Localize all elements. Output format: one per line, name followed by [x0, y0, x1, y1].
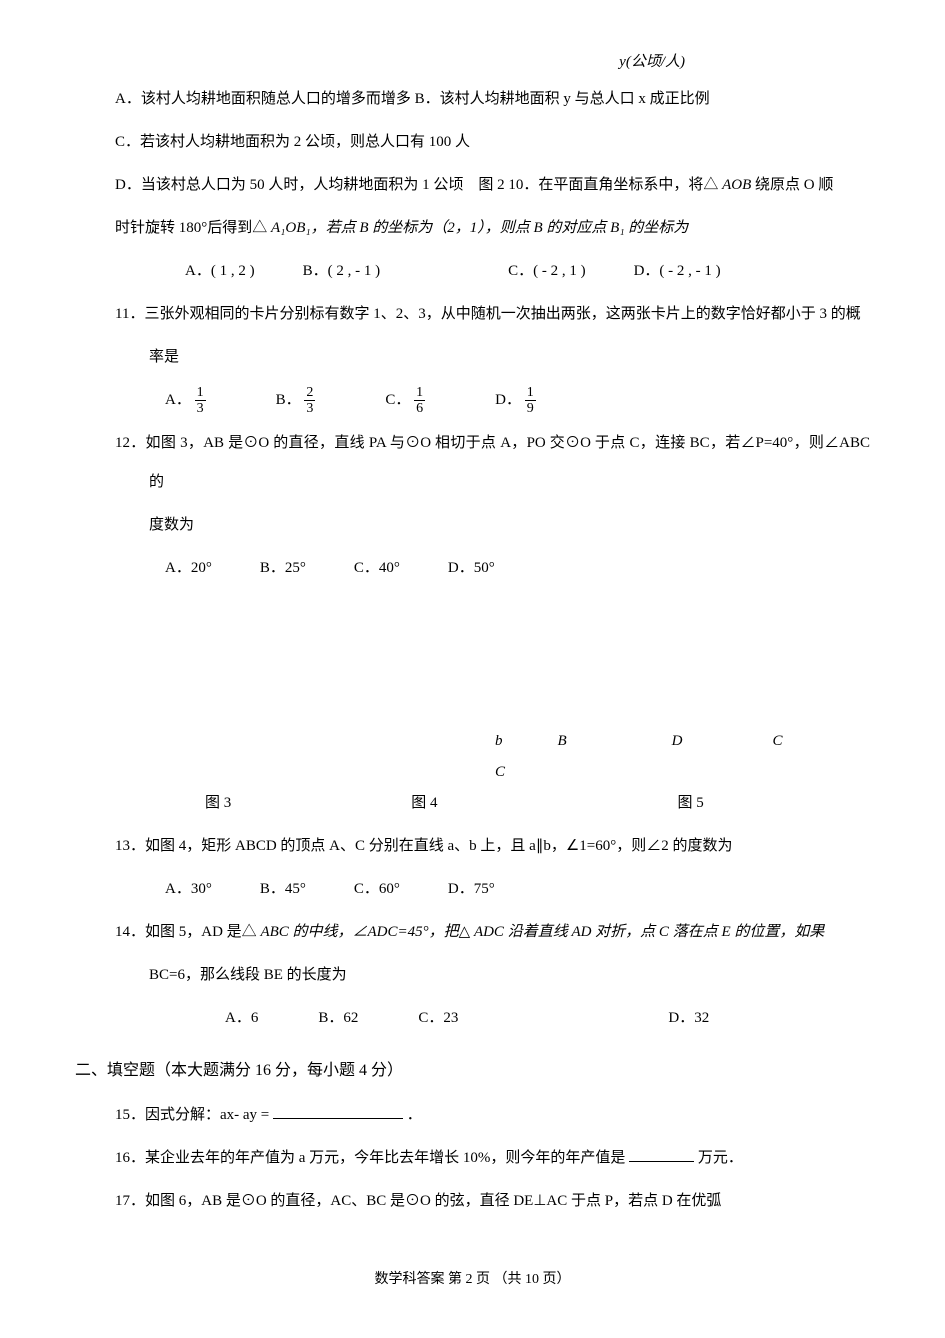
- q14-opt-d: D．32: [668, 999, 709, 1038]
- q12-opt-d: D．50°: [448, 549, 495, 588]
- q10-options: A．( 1 , 2 ) B．( 2 , - 1 ) C．( - 2 , 1 ) …: [75, 252, 870, 291]
- fraction-icon: 16: [414, 385, 425, 417]
- q13-text: 13．如图 4，矩形 ABCD 的顶点 A、C 分别在直线 a、b 上，且 a∥…: [75, 827, 870, 866]
- q11-opt-d: D． 19: [495, 381, 536, 420]
- q9-d-post: 绕原点 O 顺: [755, 177, 833, 193]
- q16-post: 万元．: [698, 1150, 743, 1166]
- q17: 17．如图 6，AB 是⊙O 的直径，AC、BC 是⊙O 的弦，直径 DE⊥AC…: [75, 1182, 870, 1221]
- q11-ld: D．: [495, 392, 521, 408]
- q15-post: ．: [407, 1107, 422, 1123]
- figure-point-labels: b B D C: [75, 722, 870, 761]
- q9-opt-c: C．若该村人均耕地面积为 2 公顷，则总人口有 100 人: [75, 123, 870, 162]
- q11-text: 11．三张外观相同的卡片分别标有数字 1、2、3，从中随机一次抽出两张，这两张卡…: [75, 295, 870, 334]
- q11-la: A．: [165, 392, 191, 408]
- q9-opt-ab: A．该村人均耕地面积随总人口的增多而增多 B．该村人均耕地面积 y 与总人口 x…: [75, 80, 870, 119]
- fig4-label: 图 4: [411, 784, 437, 823]
- q10-opt-c: C．( - 2 , 1 ): [508, 252, 586, 291]
- axis-label: y(公顷/人): [619, 50, 685, 71]
- q16: 16．某企业去年的年产值为 a 万元，今年比去年增长 10%，则今年的年产值是 …: [75, 1139, 870, 1178]
- fig-label-D: D: [672, 722, 683, 761]
- q14-opt-c: C．23: [418, 999, 458, 1038]
- figure-names: 图 3 图 4 图 5: [75, 784, 870, 823]
- q11-opt-a: A． 13: [165, 381, 206, 420]
- q11-text2: 率是: [75, 338, 870, 377]
- q13-opt-b: B．45°: [260, 870, 306, 909]
- q9-d-aob: AOB: [718, 177, 755, 193]
- q9-d-pre: D．当该村总人口为 50 人时，人均耕地面积为 1 公顷 图 2 10．在平面直…: [115, 177, 703, 193]
- q15: 15．因式分解：ax- ay = ．: [75, 1096, 870, 1135]
- q10-opt-d: D．( - 2 , - 1 ): [634, 252, 721, 291]
- q14-opt-a: A．6: [225, 999, 258, 1038]
- q16-pre: 16．某企业去年的年产值为 a 万元，今年比去年增长 10%，则今年的年产值是: [115, 1150, 625, 1166]
- fig-label-C: C: [773, 722, 783, 761]
- q11-lc: C．: [385, 392, 410, 408]
- q14-mid1: ABC 的中线，∠ADC=45°，把: [257, 924, 459, 940]
- q11-opt-b: B． 23: [276, 381, 316, 420]
- q12-opt-c: C．40°: [354, 549, 400, 588]
- q15-pre: 15．因式分解：ax- ay =: [115, 1107, 269, 1123]
- q13-opt-a: A．30°: [165, 870, 212, 909]
- fig3-label: 图 3: [205, 784, 231, 823]
- fig5-label: 图 5: [678, 784, 704, 823]
- q10-opt-b: B．( 2 , - 1 ): [303, 252, 381, 291]
- q9-opt-d: D．当该村总人口为 50 人时，人均耕地面积为 1 公顷 图 2 10．在平面直…: [75, 166, 870, 205]
- q12-opt-b: B．25°: [260, 549, 306, 588]
- fig-label-b: b: [495, 722, 503, 761]
- q12-options: A．20° B．25° C．40° D．50°: [75, 549, 870, 588]
- q14-pre: 14．如图 5，AD 是: [115, 924, 242, 940]
- fraction-icon: 13: [195, 385, 206, 417]
- q12-text: 12．如图 3，AB 是⊙O 的直径，直线 PA 与⊙O 相切于点 A，PO 交…: [75, 424, 870, 502]
- q13-opt-d: D．75°: [448, 870, 495, 909]
- q9-opt-a: A．该村人均耕地面积随总人口的增多而增多: [115, 91, 411, 107]
- figure-label-c2: C: [75, 765, 870, 780]
- q14-options: A．6 B．62 C．23 D．32: [75, 999, 870, 1038]
- fig-label-B: B: [558, 722, 567, 761]
- triangle-icon: △: [242, 924, 257, 940]
- q14-mid2: ADC 沿着直线 AD 对折，点 C 落在点 E 的位置，如果: [470, 924, 824, 940]
- q11-options: A． 13 B． 23 C． 16 D． 19: [75, 381, 870, 420]
- q14-text2: BC=6，那么线段 BE 的长度为: [75, 956, 870, 995]
- page-content: A．该村人均耕地面积随总人口的增多而增多 B．该村人均耕地面积 y 与总人口 x…: [75, 80, 870, 1221]
- page-footer: 数学科答案 第 2 页 （共 10 页）: [0, 1268, 945, 1288]
- triangle-icon: △: [703, 177, 718, 193]
- q11-lb: B．: [276, 392, 301, 408]
- q13-options: A．30° B．45° C．60° D．75°: [75, 870, 870, 909]
- triangle-icon: △: [459, 924, 471, 940]
- q12-text2: 度数为: [75, 506, 870, 545]
- section2-title: 二、填空题（本大题满分 16 分，每小题 4 分）: [75, 1050, 870, 1092]
- fraction-icon: 23: [304, 385, 315, 417]
- q14-text: 14．如图 5，AD 是△ ABC 的中线，∠ADC=45°，把△ ADC 沿着…: [75, 913, 870, 952]
- q10-opt-a: A．( 1 , 2 ): [185, 252, 255, 291]
- q10-l1-pre: 时针旋转 180°后得到: [115, 220, 252, 236]
- q10-line1: 时针旋转 180°后得到△ A₁OB₁，若点 B 的坐标为（2，1），则点 B …: [75, 209, 870, 248]
- fraction-icon: 19: [525, 385, 536, 417]
- blank-underline: [629, 1148, 694, 1162]
- q11-opt-c: C． 16: [385, 381, 425, 420]
- blank-underline: [273, 1105, 403, 1119]
- q14-opt-b: B．62: [318, 999, 358, 1038]
- q10-l1-mid: A₁OB₁，若点 B 的坐标为（2，1），则点 B 的对应点 B₁ 的坐标为: [267, 220, 688, 236]
- triangle-icon: △: [252, 220, 267, 236]
- q9-opt-b: B．该村人均耕地面积 y 与总人口 x 成正比例: [415, 91, 710, 107]
- q13-opt-c: C．60°: [354, 870, 400, 909]
- figure-space: [75, 592, 870, 722]
- q12-opt-a: A．20°: [165, 549, 212, 588]
